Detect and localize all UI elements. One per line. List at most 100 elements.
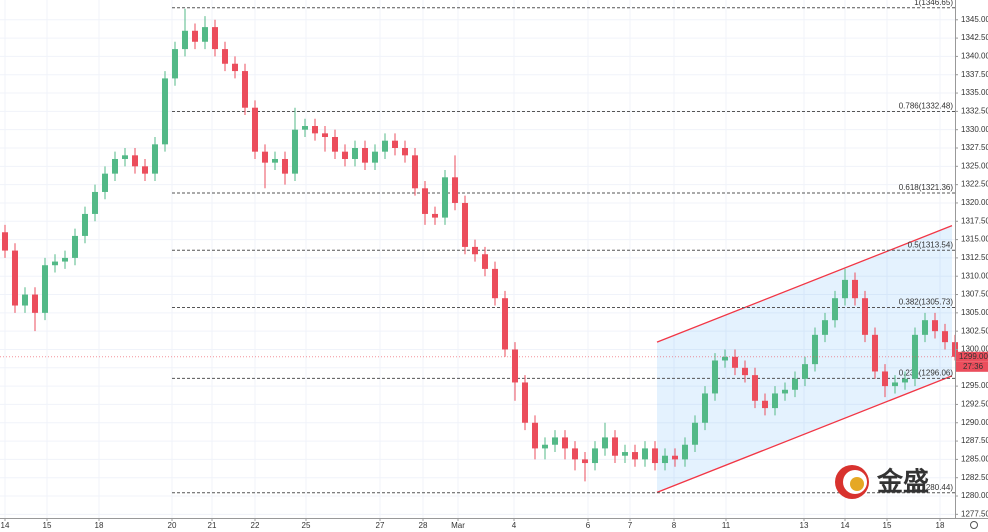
candle-body bbox=[672, 455, 678, 460]
fib-label: 0.5(1313.54) bbox=[908, 240, 954, 249]
candle-body bbox=[12, 250, 18, 306]
y-tick-label: 1332.50 bbox=[961, 106, 988, 115]
candle-body bbox=[562, 437, 568, 449]
candle-body bbox=[132, 155, 138, 167]
y-tick-label: 1295.00 bbox=[961, 381, 988, 390]
x-tick-label: 28 bbox=[419, 521, 428, 530]
candle-body bbox=[342, 151, 348, 159]
x-tick-label: 4 bbox=[512, 521, 517, 530]
candle-body bbox=[142, 166, 148, 174]
candle-body bbox=[742, 367, 748, 376]
fib-label: 0.786(1332.48) bbox=[899, 102, 954, 111]
candle-body bbox=[182, 30, 188, 50]
fib-label: 1(1346.65) bbox=[914, 0, 953, 7]
candle-body bbox=[292, 129, 298, 174]
candle-body bbox=[792, 378, 798, 390]
x-tick-label: 18 bbox=[95, 521, 104, 530]
candle-body bbox=[332, 137, 338, 152]
candle-body bbox=[762, 400, 768, 409]
gear[interactable] bbox=[970, 521, 978, 529]
x-tick-label: 18 bbox=[936, 521, 945, 530]
candle-body bbox=[862, 298, 868, 335]
countdown-label: 27:36 bbox=[963, 362, 984, 371]
candle-body bbox=[382, 140, 388, 152]
candle-body bbox=[222, 49, 228, 64]
y-tick-label: 1320.00 bbox=[961, 198, 988, 207]
candle-body bbox=[472, 246, 478, 255]
candle-body bbox=[302, 126, 308, 130]
candle-body bbox=[442, 177, 448, 218]
plot: 1(1346.65) 0.786(1332.48) 0.618(1321.36) 0.… bbox=[0, 0, 958, 494]
fib-label: 0(1280.44) bbox=[914, 483, 953, 492]
y-tick-label: 1285.00 bbox=[961, 454, 988, 463]
y-tick-label: 1307.50 bbox=[961, 290, 988, 299]
y-tick-label: 1340.00 bbox=[961, 52, 988, 61]
y-tick-label: 1280.00 bbox=[961, 491, 988, 500]
x-tick-label: 14 bbox=[841, 521, 850, 530]
candle-body bbox=[802, 364, 808, 379]
candle-body bbox=[322, 133, 328, 138]
candle-body bbox=[482, 254, 488, 269]
x-tick-label: 7 bbox=[628, 521, 633, 530]
candle-body bbox=[932, 320, 938, 332]
last-price-label: 1299.00 bbox=[959, 352, 988, 361]
y-tick-label: 1317.50 bbox=[961, 216, 988, 225]
candle-body bbox=[852, 279, 858, 299]
grid bbox=[0, 0, 955, 518]
candle-body bbox=[842, 279, 848, 299]
candle-body bbox=[822, 320, 828, 335]
candle-body bbox=[312, 126, 318, 134]
candle-body bbox=[272, 158, 278, 163]
y-tick-label: 1277.50 bbox=[961, 509, 988, 518]
fib-label: 0.382(1305.73) bbox=[899, 298, 954, 307]
y-tick-label: 1322.50 bbox=[961, 180, 988, 189]
y-tick-label: 1330.00 bbox=[961, 125, 988, 134]
candle-body bbox=[72, 235, 78, 258]
y-tick-label: 1302.50 bbox=[961, 326, 988, 335]
countdown-box bbox=[956, 361, 988, 372]
candle-body bbox=[522, 382, 528, 423]
channel-line bbox=[656, 375, 953, 493]
candle-body bbox=[452, 177, 458, 203]
candle-body bbox=[172, 49, 178, 79]
candle-body bbox=[772, 393, 778, 409]
candle-body bbox=[62, 257, 68, 262]
candle-body bbox=[632, 452, 638, 460]
candle-body bbox=[372, 151, 378, 163]
candle-body bbox=[542, 444, 548, 449]
candle-body bbox=[152, 144, 158, 174]
candle-body bbox=[82, 213, 88, 236]
candle-body bbox=[462, 202, 468, 247]
candle-body bbox=[202, 27, 208, 42]
x-tick-label: 22 bbox=[251, 521, 260, 530]
candle-body bbox=[352, 148, 358, 159]
candle-body bbox=[782, 389, 788, 394]
y-tick-label: 1310.00 bbox=[961, 271, 988, 280]
candle-body bbox=[692, 422, 698, 445]
candle-body bbox=[422, 188, 428, 214]
candle-body bbox=[232, 63, 238, 72]
candle-body bbox=[812, 334, 818, 365]
candle-body bbox=[282, 158, 288, 174]
y-tick-label: 1300.00 bbox=[961, 345, 988, 354]
x-tick-label: 14 bbox=[1, 521, 10, 530]
candle-body bbox=[592, 448, 598, 464]
candle-body bbox=[652, 448, 658, 464]
x-tick-label: 20 bbox=[168, 521, 177, 530]
fib-label: 0.236(1296.06) bbox=[899, 368, 954, 377]
last-price-box bbox=[956, 351, 988, 362]
candle-body bbox=[702, 393, 708, 423]
y-tick-label: 1282.50 bbox=[961, 473, 988, 482]
settings-icon[interactable] bbox=[970, 521, 978, 529]
logo-coin bbox=[850, 477, 864, 491]
candle-body bbox=[262, 151, 268, 163]
x-tick-label: 25 bbox=[302, 521, 311, 530]
candle-body bbox=[662, 455, 668, 464]
y-tick-label: 1342.50 bbox=[961, 33, 988, 42]
candle-body bbox=[412, 155, 418, 189]
x-tick-label: 27 bbox=[376, 521, 385, 530]
candle-body bbox=[552, 437, 558, 445]
candle-body bbox=[612, 437, 618, 456]
